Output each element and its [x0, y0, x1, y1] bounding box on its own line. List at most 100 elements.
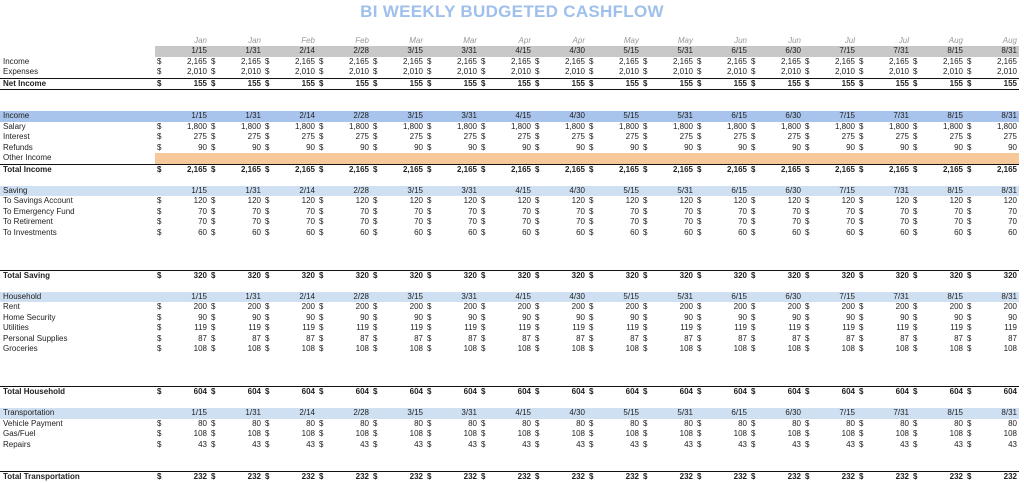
- value-cell[interactable]: 232: [975, 471, 1019, 483]
- value-cell[interactable]: 155: [327, 77, 371, 90]
- currency-cell[interactable]: $: [859, 121, 864, 131]
- value-cell[interactable]: 275: [787, 132, 801, 141]
- currency-cell[interactable]: $: [211, 344, 216, 353]
- currency-cell[interactable]: $: [319, 302, 324, 311]
- value-cell[interactable]: 155: [651, 77, 695, 90]
- currency-cell[interactable]: $: [587, 471, 597, 483]
- value-cell[interactable]: 108: [895, 344, 909, 353]
- value-cell[interactable]: 2,165: [327, 163, 371, 175]
- currency-cell[interactable]: $: [481, 429, 486, 438]
- currency-cell[interactable]: [317, 153, 327, 164]
- value-cell[interactable]: 87: [468, 333, 477, 343]
- currency-cell[interactable]: $: [751, 344, 756, 353]
- value-cell[interactable]: 90: [414, 142, 423, 152]
- value-cell[interactable]: 200: [949, 302, 963, 311]
- currency-cell[interactable]: $: [805, 67, 810, 76]
- currency-cell[interactable]: $: [427, 217, 432, 226]
- value-cell[interactable]: 232: [165, 471, 209, 483]
- value-cell[interactable]: [597, 153, 641, 164]
- currency-cell[interactable]: $: [535, 344, 540, 353]
- value-cell[interactable]: 2,165: [726, 56, 747, 66]
- value-cell[interactable]: 80: [630, 418, 639, 428]
- value-cell[interactable]: 119: [734, 323, 747, 332]
- currency-cell[interactable]: $: [859, 418, 864, 428]
- value-cell[interactable]: 90: [846, 142, 855, 152]
- currency-cell[interactable]: $: [805, 418, 810, 428]
- value-cell[interactable]: 604: [705, 386, 749, 398]
- currency-cell[interactable]: $: [859, 196, 864, 205]
- currency-cell[interactable]: $: [589, 312, 594, 322]
- value-cell[interactable]: 200: [463, 302, 477, 311]
- value-cell[interactable]: 1,800: [564, 121, 585, 131]
- currency-cell[interactable]: $: [805, 312, 810, 322]
- currency-cell[interactable]: $: [535, 132, 540, 141]
- value-cell[interactable]: 70: [198, 206, 207, 216]
- currency-cell[interactable]: $: [643, 217, 648, 226]
- currency-cell[interactable]: $: [535, 323, 540, 332]
- value-cell[interactable]: 119: [788, 323, 801, 332]
- value-cell[interactable]: 80: [198, 418, 207, 428]
- value-cell[interactable]: 87: [846, 333, 855, 343]
- currency-cell[interactable]: $: [265, 333, 270, 343]
- currency-cell[interactable]: $: [535, 121, 540, 131]
- currency-cell[interactable]: $: [643, 132, 648, 141]
- currency-cell[interactable]: $: [265, 206, 270, 216]
- currency-cell[interactable]: $: [913, 206, 918, 216]
- value-cell[interactable]: 87: [792, 333, 801, 343]
- value-cell[interactable]: 232: [543, 471, 587, 483]
- currency-cell[interactable]: $: [967, 67, 972, 76]
- currency-cell[interactable]: $: [535, 217, 540, 226]
- currency-cell[interactable]: $: [695, 77, 705, 90]
- currency-cell[interactable]: $: [209, 163, 219, 175]
- value-cell[interactable]: 320: [759, 269, 803, 281]
- currency-cell[interactable]: $: [481, 323, 486, 332]
- currency-cell[interactable]: $: [967, 323, 972, 332]
- currency-cell[interactable]: $: [157, 227, 162, 237]
- currency-cell[interactable]: $: [427, 344, 432, 353]
- value-cell[interactable]: 200: [355, 302, 369, 311]
- value-cell[interactable]: 232: [273, 471, 317, 483]
- currency-cell[interactable]: $: [913, 439, 918, 449]
- value-cell[interactable]: 108: [517, 429, 531, 438]
- value-cell[interactable]: 2,010: [240, 67, 261, 76]
- value-cell[interactable]: 155: [813, 77, 857, 90]
- value-cell[interactable]: 1,800: [726, 121, 747, 131]
- currency-cell[interactable]: $: [859, 67, 864, 76]
- value-cell[interactable]: 43: [468, 439, 477, 449]
- currency-cell[interactable]: $: [373, 418, 378, 428]
- row-label[interactable]: Refunds: [3, 142, 33, 152]
- value-cell[interactable]: 2,165: [186, 56, 207, 66]
- value-cell[interactable]: 108: [409, 429, 423, 438]
- value-cell[interactable]: 1,800: [672, 121, 693, 131]
- currency-cell[interactable]: $: [479, 386, 489, 398]
- value-cell[interactable]: 70: [576, 217, 585, 226]
- value-cell[interactable]: 120: [679, 196, 693, 205]
- value-cell[interactable]: 200: [571, 302, 585, 311]
- currency-cell[interactable]: $: [805, 429, 810, 438]
- value-cell[interactable]: [435, 153, 479, 164]
- currency-cell[interactable]: $: [479, 471, 489, 483]
- value-cell[interactable]: 1,800: [402, 121, 423, 131]
- currency-cell[interactable]: $: [155, 269, 165, 281]
- currency-cell[interactable]: $: [805, 206, 810, 216]
- value-cell[interactable]: 60: [306, 227, 315, 237]
- currency-cell[interactable]: $: [805, 56, 810, 66]
- value-cell[interactable]: 120: [463, 196, 477, 205]
- value-cell[interactable]: 2,010: [834, 67, 855, 76]
- value-cell[interactable]: 108: [463, 344, 477, 353]
- value-cell[interactable]: 108: [355, 344, 369, 353]
- value-cell[interactable]: 200: [193, 302, 207, 311]
- value-cell[interactable]: 70: [846, 217, 855, 226]
- value-cell[interactable]: 80: [846, 418, 855, 428]
- value-cell[interactable]: 200: [679, 302, 693, 311]
- currency-cell[interactable]: $: [859, 206, 864, 216]
- value-cell[interactable]: 155: [273, 77, 317, 90]
- value-cell[interactable]: [975, 153, 1019, 164]
- value-cell[interactable]: 2,165: [975, 163, 1019, 175]
- value-cell[interactable]: 108: [571, 429, 585, 438]
- row-label[interactable]: Expenses: [3, 67, 39, 76]
- value-cell[interactable]: 87: [684, 333, 693, 343]
- value-cell[interactable]: 232: [327, 471, 371, 483]
- value-cell[interactable]: 2,010: [564, 67, 585, 76]
- value-cell[interactable]: 90: [252, 312, 261, 322]
